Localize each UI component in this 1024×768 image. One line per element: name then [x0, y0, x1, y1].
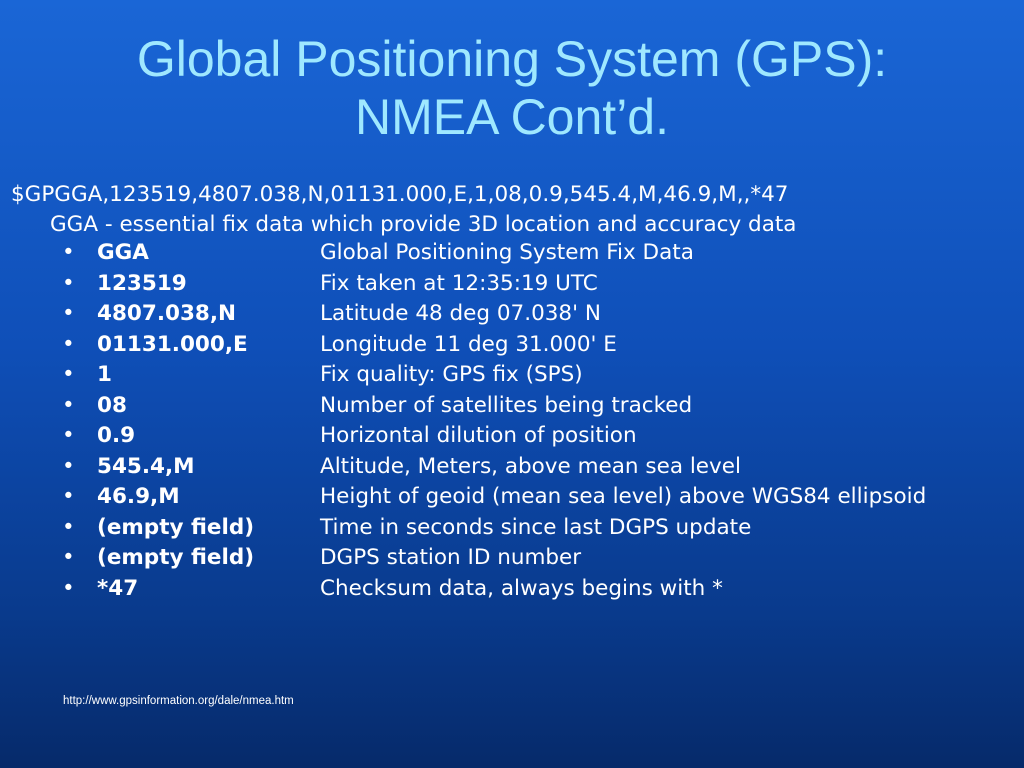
- field-description: Longitude 11 deg 31.000' E: [320, 331, 617, 357]
- slide-title-line-2: NMEA Cont’d.: [354, 89, 669, 145]
- list-item: • (empty field) DGPS station ID number: [60, 546, 1000, 570]
- field-code: *47: [97, 575, 139, 601]
- slide-title: Global Positioning System (GPS): NMEA Co…: [0, 30, 1024, 146]
- field-code: 0.9: [97, 423, 136, 448]
- bullet-icon: •: [62, 484, 75, 509]
- source-link[interactable]: http://www.gpsinformation.org/dale/nmea.…: [63, 695, 294, 707]
- field-code: 1: [97, 362, 112, 387]
- field-description: DGPS station ID number: [320, 545, 582, 570]
- bullet-icon: •: [62, 270, 75, 296]
- field-description: Altitude, Meters, above mean sea level: [320, 453, 741, 479]
- field-description: Fix taken at 12:35:19 UTC: [320, 270, 598, 296]
- field-description: Checksum data, always begins with *: [320, 575, 723, 601]
- field-description: Time in seconds since last DGPS update: [320, 514, 752, 540]
- field-description: Fix quality: GPS fix (SPS): [320, 362, 583, 387]
- list-item: • 4807.038,N Latitude 48 deg 07.038' N: [60, 302, 1000, 326]
- field-code: 46.9,M: [97, 484, 180, 509]
- bullet-icon: •: [62, 301, 75, 326]
- field-description: Number of satellites being tracked: [320, 392, 693, 418]
- nmea-sentence: $GPGGA,123519,4807.038,N,01131.000,E,1,0…: [11, 182, 789, 207]
- field-code: 123519: [97, 270, 187, 296]
- list-item: • 08 Number of satellites being tracked: [60, 392, 1000, 418]
- field-code: (empty field): [97, 514, 255, 540]
- bullet-icon: •: [62, 331, 75, 357]
- bullet-icon: •: [62, 575, 75, 601]
- bullet-icon: •: [62, 240, 75, 265]
- list-item: • 545.4,M Altitude, Meters, above mean s…: [60, 453, 1000, 479]
- list-item: • (empty field) Time in seconds since la…: [60, 514, 1000, 540]
- bullet-icon: •: [62, 545, 75, 570]
- field-description: Latitude 48 deg 07.038' N: [320, 301, 601, 326]
- field-code: 545.4,M: [97, 453, 195, 479]
- list-item: • 123519 Fix taken at 12:35:19 UTC: [60, 270, 1000, 296]
- slide-title-line-1: Global Positioning System (GPS):: [136, 31, 888, 87]
- bullet-icon: •: [62, 423, 75, 448]
- sentence-description: GGA - essential fix data which provide 3…: [50, 212, 797, 237]
- field-description: Height of geoid (mean sea level) above W…: [320, 484, 927, 509]
- field-code: 4807.038,N: [97, 301, 237, 326]
- field-description: Global Positioning System Fix Data: [320, 240, 694, 265]
- field-code: GGA: [97, 240, 149, 265]
- bullet-icon: •: [62, 392, 75, 418]
- bullet-icon: •: [62, 453, 75, 479]
- field-code: (empty field): [97, 545, 255, 570]
- list-item: • *47 Checksum data, always begins with …: [60, 575, 1000, 601]
- field-code: 01131.000,E: [97, 331, 248, 357]
- list-item: • GGA Global Positioning System Fix Data: [60, 241, 1000, 265]
- list-item: • 46.9,M Height of geoid (mean sea level…: [60, 485, 1000, 509]
- field-code: 08: [97, 392, 127, 418]
- list-item: • 1 Fix quality: GPS fix (SPS): [60, 363, 1000, 387]
- field-description: Horizontal dilution of position: [320, 423, 637, 448]
- field-list: • GGA Global Positioning System Fix Data…: [60, 241, 1000, 607]
- list-item: • 0.9 Horizontal dilution of position: [60, 424, 1000, 448]
- bullet-icon: •: [62, 514, 75, 540]
- bullet-icon: •: [62, 362, 75, 387]
- list-item: • 01131.000,E Longitude 11 deg 31.000' E: [60, 331, 1000, 357]
